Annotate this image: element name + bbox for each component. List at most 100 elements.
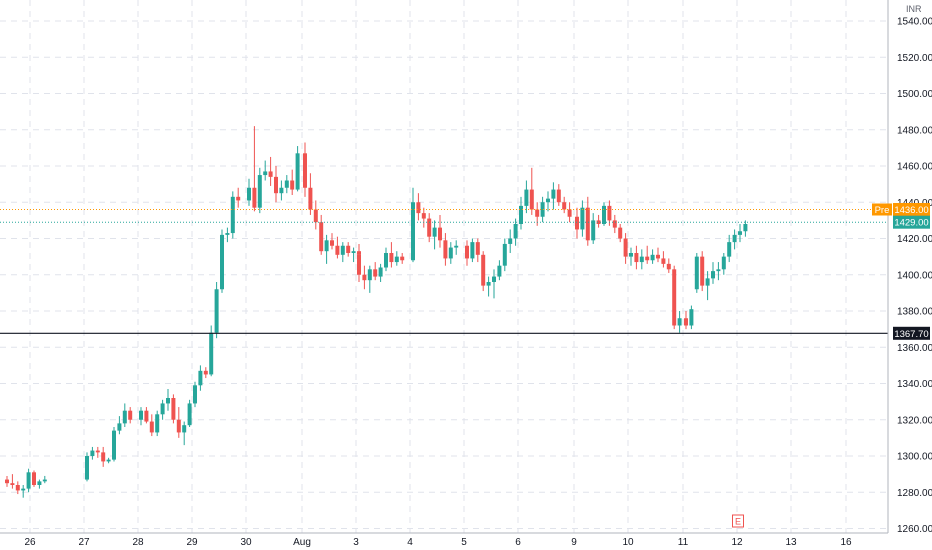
candle[interactable] — [112, 427, 116, 462]
candle[interactable] — [290, 169, 295, 195]
candle[interactable] — [149, 414, 154, 437]
candle[interactable] — [492, 269, 496, 299]
candle[interactable] — [274, 166, 278, 203]
candle[interactable] — [738, 224, 742, 243]
candle[interactable] — [357, 247, 361, 282]
candle[interactable] — [438, 214, 442, 248]
candle[interactable] — [193, 381, 197, 408]
candle[interactable] — [394, 251, 399, 266]
candle[interactable] — [247, 178, 251, 206]
candle[interactable] — [166, 388, 170, 411]
candle[interactable] — [623, 233, 628, 264]
candle[interactable] — [160, 399, 165, 420]
candle[interactable] — [26, 468, 31, 493]
candle[interactable] — [362, 265, 367, 290]
candle[interactable] — [666, 258, 671, 273]
candle[interactable] — [567, 202, 572, 223]
candle[interactable] — [367, 265, 372, 293]
candle[interactable] — [497, 260, 502, 281]
candle[interactable] — [230, 191, 235, 239]
candle[interactable] — [257, 167, 262, 214]
candle[interactable] — [106, 457, 111, 464]
candle[interactable] — [684, 311, 688, 330]
candle[interactable] — [475, 238, 480, 263]
candle[interactable] — [416, 193, 421, 221]
candle[interactable] — [677, 311, 682, 333]
candle[interactable] — [220, 229, 224, 293]
candle[interactable] — [591, 213, 596, 244]
candle[interactable] — [335, 236, 340, 259]
candle[interactable] — [411, 187, 415, 263]
candle[interactable] — [529, 167, 534, 215]
candle[interactable] — [95, 446, 100, 458]
candle[interactable] — [551, 182, 556, 210]
candle[interactable] — [672, 265, 677, 330]
candle[interactable] — [319, 214, 324, 255]
candle[interactable] — [122, 403, 127, 427]
candle[interactable] — [639, 249, 644, 270]
candle[interactable] — [656, 247, 660, 263]
candle[interactable] — [470, 238, 475, 263]
candle[interactable] — [42, 475, 47, 484]
candle[interactable] — [519, 196, 523, 230]
candle[interactable] — [21, 485, 26, 498]
candle[interactable] — [128, 407, 133, 424]
candle[interactable] — [308, 173, 313, 215]
candle[interactable] — [171, 394, 176, 424]
candle[interactable] — [90, 446, 95, 460]
candle[interactable] — [607, 200, 612, 226]
candle[interactable] — [465, 240, 469, 266]
candle[interactable] — [351, 247, 356, 263]
candle[interactable] — [340, 242, 345, 263]
candle[interactable] — [214, 282, 219, 339]
candle[interactable] — [448, 242, 453, 264]
candlesticks[interactable] — [5, 126, 748, 498]
candle[interactable] — [5, 475, 9, 487]
candle[interactable] — [268, 156, 273, 186]
candle[interactable] — [716, 262, 721, 281]
candle[interactable] — [689, 305, 694, 330]
candle[interactable] — [454, 240, 459, 255]
event-markers[interactable]: E — [732, 514, 744, 528]
candle[interactable] — [85, 452, 89, 482]
candle[interactable] — [37, 479, 42, 489]
price-axis-panel[interactable] — [888, 0, 932, 550]
candle[interactable] — [700, 251, 705, 292]
candle[interactable] — [596, 214, 601, 228]
candle[interactable] — [540, 196, 545, 223]
candle[interactable] — [721, 253, 726, 275]
candle[interactable] — [661, 251, 666, 268]
candle[interactable] — [546, 191, 550, 212]
candle[interactable] — [427, 213, 432, 243]
candle[interactable] — [645, 245, 650, 264]
candle[interactable] — [284, 175, 289, 194]
candle[interactable] — [486, 276, 491, 297]
candle[interactable] — [502, 238, 507, 272]
candle[interactable] — [378, 263, 383, 282]
candle[interactable] — [263, 160, 268, 181]
candle[interactable] — [117, 416, 122, 435]
candle[interactable] — [225, 227, 230, 243]
candle[interactable] — [182, 421, 187, 446]
candle[interactable] — [203, 367, 208, 379]
candle[interactable] — [612, 214, 617, 234]
candle[interactable] — [524, 180, 529, 214]
candle[interactable] — [373, 262, 378, 281]
candle[interactable] — [303, 142, 307, 197]
candle[interactable] — [198, 365, 203, 391]
candle[interactable] — [580, 200, 585, 237]
candle[interactable] — [513, 218, 518, 246]
candle[interactable] — [694, 253, 699, 293]
candle[interactable] — [443, 233, 448, 266]
candle[interactable] — [618, 224, 623, 243]
candle[interactable] — [236, 187, 241, 208]
candle[interactable] — [209, 325, 214, 377]
candle[interactable] — [732, 229, 737, 250]
candle[interactable] — [155, 410, 160, 437]
candle[interactable] — [384, 247, 388, 272]
candle[interactable] — [32, 470, 36, 487]
candle[interactable] — [10, 474, 15, 489]
candle[interactable] — [585, 196, 590, 246]
candle[interactable] — [313, 200, 318, 230]
